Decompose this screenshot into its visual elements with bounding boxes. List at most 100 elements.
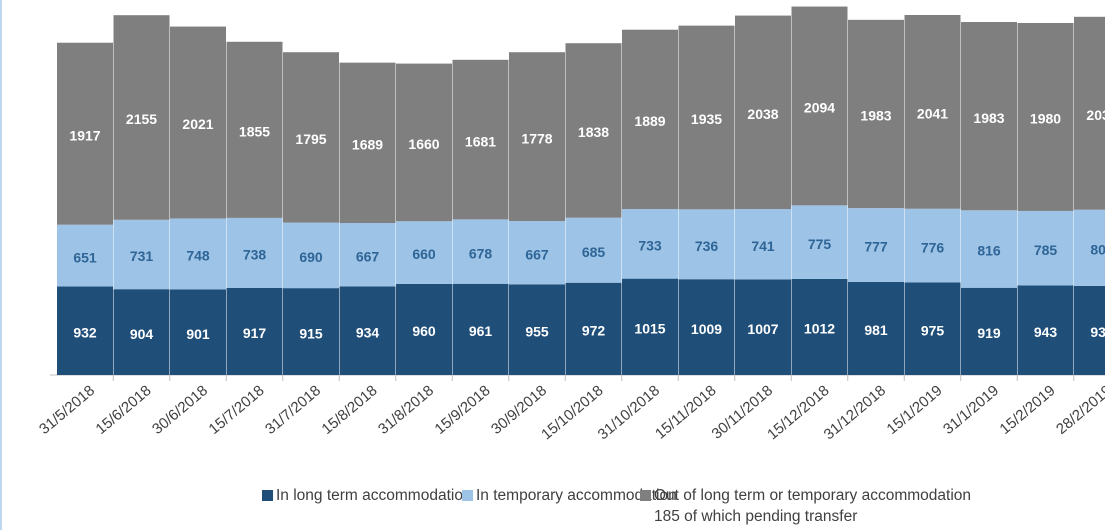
data-label: 932 [73,324,97,340]
legend-swatch [262,490,273,501]
bar-segment [848,208,904,282]
bar-segment [57,286,113,375]
data-label: 678 [469,245,493,261]
bar-segment [170,289,226,375]
bar-segment [396,63,452,222]
data-label: 955 [525,323,549,339]
bar-segment [339,62,396,224]
data-label: 981 [864,322,888,338]
x-tick-label: 15/10/2018 [538,382,606,443]
data-label: 961 [469,323,493,339]
data-label: 738 [243,247,267,263]
bar-segment [113,289,170,375]
legend-label: In long term accommodation [276,487,472,504]
data-label: 1935 [691,111,722,127]
data-label: 1660 [408,136,439,152]
data-label: 1007 [747,321,778,337]
data-label: 919 [977,325,1001,341]
data-label: 748 [186,248,210,264]
bar-segment [791,6,848,206]
x-tick-label: 30/6/2018 [149,382,211,438]
bar-segment [226,287,283,375]
data-label: 1689 [352,137,383,153]
bar-segment [622,209,678,279]
data-label: 1855 [239,124,270,140]
data-label: 2041 [917,106,948,122]
data-label: 1917 [69,127,100,143]
x-tick-label: 31/10/2018 [595,382,663,443]
bar-segment [791,278,848,375]
x-tick-label: 31/8/2018 [375,382,437,438]
bar-segment [452,219,509,284]
bar-segment [339,223,396,287]
bar-segment [1017,285,1074,375]
bar-segment [848,281,904,375]
data-label: 972 [582,323,606,339]
data-label: 803 [1090,242,1105,258]
bar-segment [961,287,1017,375]
bar-segment [848,19,904,209]
data-label: 904 [130,326,154,342]
data-label: 915 [299,325,323,341]
bar-segment [226,217,283,288]
data-label: 667 [356,248,380,264]
data-label: 2094 [804,100,835,116]
x-tick-label: 15/2/2019 [997,382,1059,438]
data-label: 2021 [182,116,213,132]
data-label: 938 [1090,324,1105,340]
x-tick-label: 15/8/2018 [319,382,381,438]
bar-segment [1074,16,1105,210]
bar-segment [283,52,339,223]
bar-segment [904,208,961,283]
bar-segment [904,15,961,209]
bar-segment [509,284,565,375]
bar-segment [509,221,565,285]
data-label: 975 [921,322,945,338]
annotation: 185 of which pending transfer [654,508,857,525]
data-label: 660 [412,246,436,262]
bar-segment [1017,210,1074,286]
data-label: 741 [751,238,775,254]
data-label: 690 [299,249,323,265]
frame-edge [0,0,2,530]
bar-segment [283,288,339,375]
bar-segment [57,224,113,287]
bar-segment [113,15,170,220]
data-label: 1681 [465,133,496,149]
x-tick-label: 15/7/2018 [206,382,268,438]
bar-segment [396,221,452,284]
bar-segment [565,282,622,375]
data-label: 667 [525,246,549,262]
data-label: 960 [412,323,436,339]
data-label: 1009 [691,321,722,337]
data-label: 785 [1034,242,1058,258]
bar-segment [735,279,791,375]
bar-segment [1074,209,1105,286]
data-label: 901 [186,326,210,342]
x-tick-label: 15/11/2018 [652,382,720,443]
data-label: 917 [243,325,267,341]
bar-segment [339,286,396,375]
x-tick-label: 31/1/2019 [940,382,1002,438]
bar-segment [678,279,735,375]
x-tick-label: 15/12/2018 [764,382,832,443]
data-label: 1889 [634,113,665,129]
bar-segment [622,29,678,210]
data-label: 777 [864,239,888,255]
bar-segment [1017,22,1074,211]
data-label: 2155 [126,111,157,127]
bar-segment [678,209,735,280]
x-tick-label: 31/5/2018 [36,382,98,438]
data-label: 1980 [1030,111,1061,127]
bar-segment [113,219,170,290]
data-label: 1795 [295,131,326,147]
x-tick-label: 15/6/2018 [93,382,155,438]
bar-segment [565,217,622,283]
x-tick-label: 31/12/2018 [821,382,889,443]
data-label: 934 [356,324,380,340]
bar-segment [678,25,735,210]
x-tick-label: 15/1/2019 [884,382,946,438]
data-label: 651 [73,249,97,265]
data-label: 2032 [1086,107,1105,123]
